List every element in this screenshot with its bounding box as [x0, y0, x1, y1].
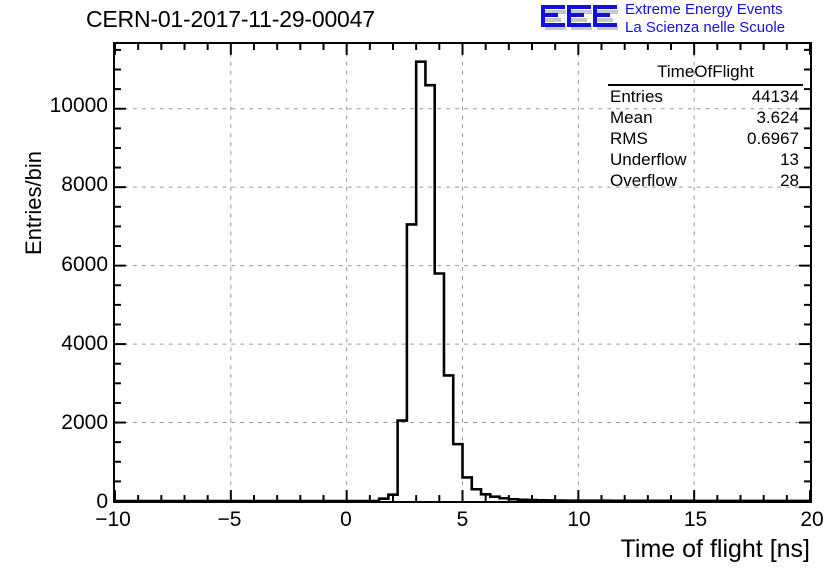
stats-box: TimeOfFlight Entries 44134 Mean 3.624 RMS 0.6… [608, 62, 803, 191]
stats-row-value: 44134 [751, 87, 799, 106]
plot-frame [113, 42, 812, 503]
y-axis-title: Entries/bin [21, 151, 46, 255]
x-tick-label: −5 [217, 508, 242, 531]
stats-row-key: Entries [610, 87, 663, 106]
y-tick-label: 4000 [61, 331, 108, 355]
stats-box-rows: Entries 44134 Mean 3.624 RMS 0.6967 Underflow 1… [608, 86, 803, 191]
stats-row-key: Overflow [610, 171, 678, 190]
histogram-series [115, 60, 810, 501]
eee-logo: Extreme Energy Events La Scienza nelle S… [541, 1, 833, 37]
stats-row-value: 3.624 [756, 108, 799, 127]
stats-row-value: 13 [780, 150, 799, 169]
stats-row: Overflow 28 [608, 170, 803, 191]
x-tick-label: 20 [800, 508, 824, 531]
y-tick-label: 2000 [61, 410, 108, 434]
y-axis-labels: 0 2000 4000 6000 8000 10000 [0, 0, 108, 572]
y-tick-label: 6000 [61, 252, 108, 276]
eee-logo-text: Extreme Energy Events La Scienza nelle S… [625, 1, 835, 37]
page-title: CERN-01-2017-11-29-00047 [86, 6, 375, 32]
x-axis-title: Time of flight [ns] [620, 535, 810, 563]
stats-row: RMS 0.6967 [608, 128, 803, 149]
stats-row-key: Underflow [610, 150, 687, 169]
x-tick-label: 0 [340, 508, 352, 531]
stats-row-key: RMS [610, 129, 648, 148]
x-tick-label: 10 [567, 508, 591, 531]
y-tick-label: 0 [96, 490, 108, 513]
y-tick-label: 10000 [49, 94, 108, 118]
stats-row: Entries 44134 [608, 86, 803, 107]
y-tick-label: 8000 [61, 173, 108, 197]
stats-row-value: 28 [780, 171, 799, 190]
eee-logo-mark-icon [541, 5, 618, 30]
stats-row: Mean 3.624 [608, 107, 803, 128]
stats-box-title: TimeOfFlight [608, 62, 803, 86]
x-tick-label: 5 [456, 508, 469, 531]
x-tick-label: −10 [95, 508, 131, 531]
eee-logo-line1: Extreme Energy Events [625, 1, 783, 18]
eee-logo-line2: La Scienza nelle Scuole [625, 19, 786, 36]
x-tick-label: 15 [683, 508, 708, 531]
stats-row: Underflow 13 [608, 149, 803, 170]
stats-row-key: Mean [610, 108, 653, 127]
stats-row-value: 0.6967 [747, 129, 799, 148]
